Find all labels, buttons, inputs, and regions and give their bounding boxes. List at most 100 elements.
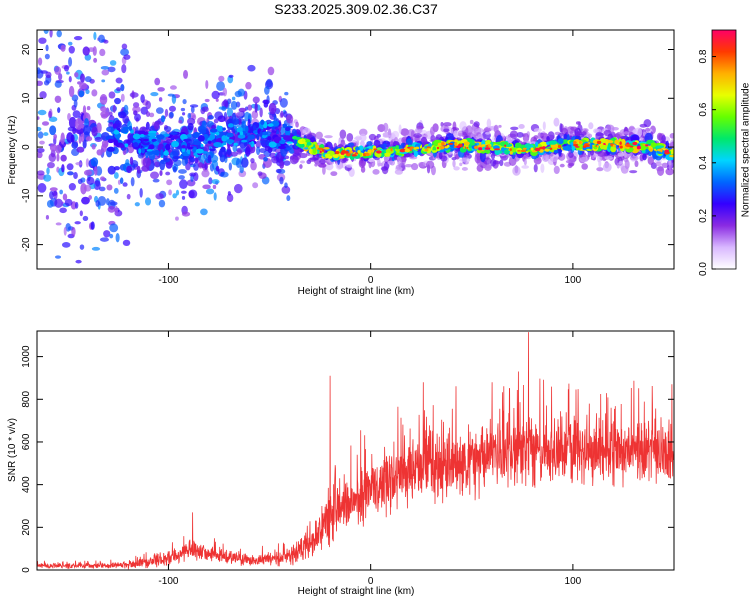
snr-x-tick-label: 100 [565, 576, 582, 587]
spectrogram-blob [238, 107, 247, 113]
spectrogram-hotspot [357, 150, 361, 153]
spectrogram-blob [59, 207, 67, 214]
spectrogram-hotspot [612, 144, 617, 148]
spectrogram-blob [116, 87, 121, 92]
spectrogram-blob [129, 92, 139, 98]
spectrogram-blob [387, 160, 395, 165]
spectrogram-blob [457, 130, 463, 137]
spectrogram-blob [68, 85, 75, 98]
spectrogram-blob [645, 127, 651, 132]
snr-y-tick-label: 0 [21, 567, 32, 573]
spectrogram-blob [355, 146, 360, 151]
spectrogram-blob [279, 140, 286, 145]
spectrogram-blob [55, 222, 62, 226]
spectrogram-blob [85, 89, 90, 95]
spectrogram-blob [483, 127, 492, 132]
spectrogram-blob [79, 210, 83, 217]
spectrogram-blob [67, 171, 74, 176]
spectrogram-blob [106, 126, 115, 133]
spectrogram-blob [41, 121, 50, 126]
spectrogram-hotspot [645, 144, 649, 147]
spectrogram-hotspot [481, 144, 486, 147]
spectrogram-blob [610, 145, 617, 153]
spectrogram-blob [99, 237, 109, 242]
spectrogram-blob [166, 179, 173, 186]
spectrogram-blob [198, 162, 203, 168]
spectrogram-blob [205, 188, 215, 195]
spectrogram-blob [197, 135, 205, 142]
spectrogram-blob [283, 110, 288, 118]
spectrogram-blob [158, 97, 163, 102]
spectrogram-blob [291, 128, 297, 137]
spectrogram-hotspot [463, 141, 470, 146]
spectrogram-blob [142, 138, 149, 142]
spectrogram-hotspot [424, 148, 429, 152]
spectrogram-blob [119, 177, 124, 184]
spectrogram-hotspot [404, 148, 411, 153]
snr-x-label: Height of straight line (km) [298, 586, 415, 597]
spectrogram-blob [181, 195, 186, 200]
spectrogram-blob [78, 90, 85, 97]
spectrogram-blob [137, 130, 147, 136]
spectrogram-blob [233, 142, 238, 146]
spectrogram-blob [93, 31, 97, 41]
spectrogram-blob [49, 144, 58, 152]
spectrogram-blob [72, 127, 77, 135]
spectrogram-hotspot [653, 148, 657, 151]
spectrogram-blob [346, 132, 354, 142]
spectrogram-blob [74, 72, 79, 78]
spectrogram-blob [452, 121, 457, 131]
spectrogram-blob [263, 156, 268, 162]
spectrogram-blob [559, 163, 565, 168]
spectrogram-blob [179, 179, 188, 189]
spectrogram-blob [181, 145, 186, 149]
spectrogram-blob [315, 131, 323, 140]
snr-y-tick-label: 1000 [21, 345, 32, 368]
spectrogram-blob [75, 259, 82, 264]
spectrogram-blob [126, 165, 133, 174]
snr-y-label: SNR (10 * v/v) [7, 418, 18, 482]
spectrogram-blob [86, 176, 95, 186]
spectrogram-blob [233, 183, 243, 194]
spectrogram-blob [103, 39, 109, 44]
spectrogram-blob [207, 115, 214, 120]
spectrogram-blob [140, 147, 145, 154]
spectrogram-blob [85, 13, 93, 19]
spectrogram-hotspot [660, 149, 663, 153]
spectrogram-blob [133, 110, 138, 116]
colorbar-ticks: 0.0 0.2 0.4 0.6 0.8 [698, 49, 716, 276]
spectrogram-blob [429, 126, 436, 136]
spectrogram-blob [120, 84, 125, 92]
spectrogram-blob [70, 134, 75, 143]
spectrogram-blob [335, 161, 343, 170]
spectrogram-blob [279, 98, 288, 108]
spectrogram-blob [67, 41, 73, 46]
spectrogram-blob [118, 111, 127, 119]
spectrogram-blob [230, 100, 238, 110]
spectrogram-hotspot [534, 147, 541, 152]
spectrogram-blob [68, 76, 72, 83]
spectrogram-blob [60, 132, 65, 145]
spectrogram-blob [318, 163, 327, 168]
spectrogram-blob [39, 140, 45, 145]
spectrogram-blob [107, 138, 115, 144]
spectrogram-blob [440, 121, 444, 127]
spectrogram-blob [113, 172, 119, 179]
spectrogram-blob [231, 96, 236, 101]
spectrogram-blob [129, 156, 134, 166]
spectrogram-blob [280, 110, 284, 118]
spectrogram-blob [77, 178, 83, 185]
spectrogram-blob [571, 145, 576, 151]
spectrogram-blob [38, 37, 47, 44]
spectrogram-blob [251, 110, 259, 120]
spectrogram-blob [473, 121, 480, 128]
spectrogram-blob [171, 148, 180, 157]
spectrogram-blob [215, 165, 220, 172]
spectrogram-blob [267, 136, 272, 141]
spectrogram-hotspot [596, 140, 602, 145]
spectrogram-blob [72, 110, 81, 118]
spectrogram-blob [438, 152, 443, 160]
spectrogram-blob [65, 223, 71, 232]
spectrogram-blob [187, 142, 191, 148]
